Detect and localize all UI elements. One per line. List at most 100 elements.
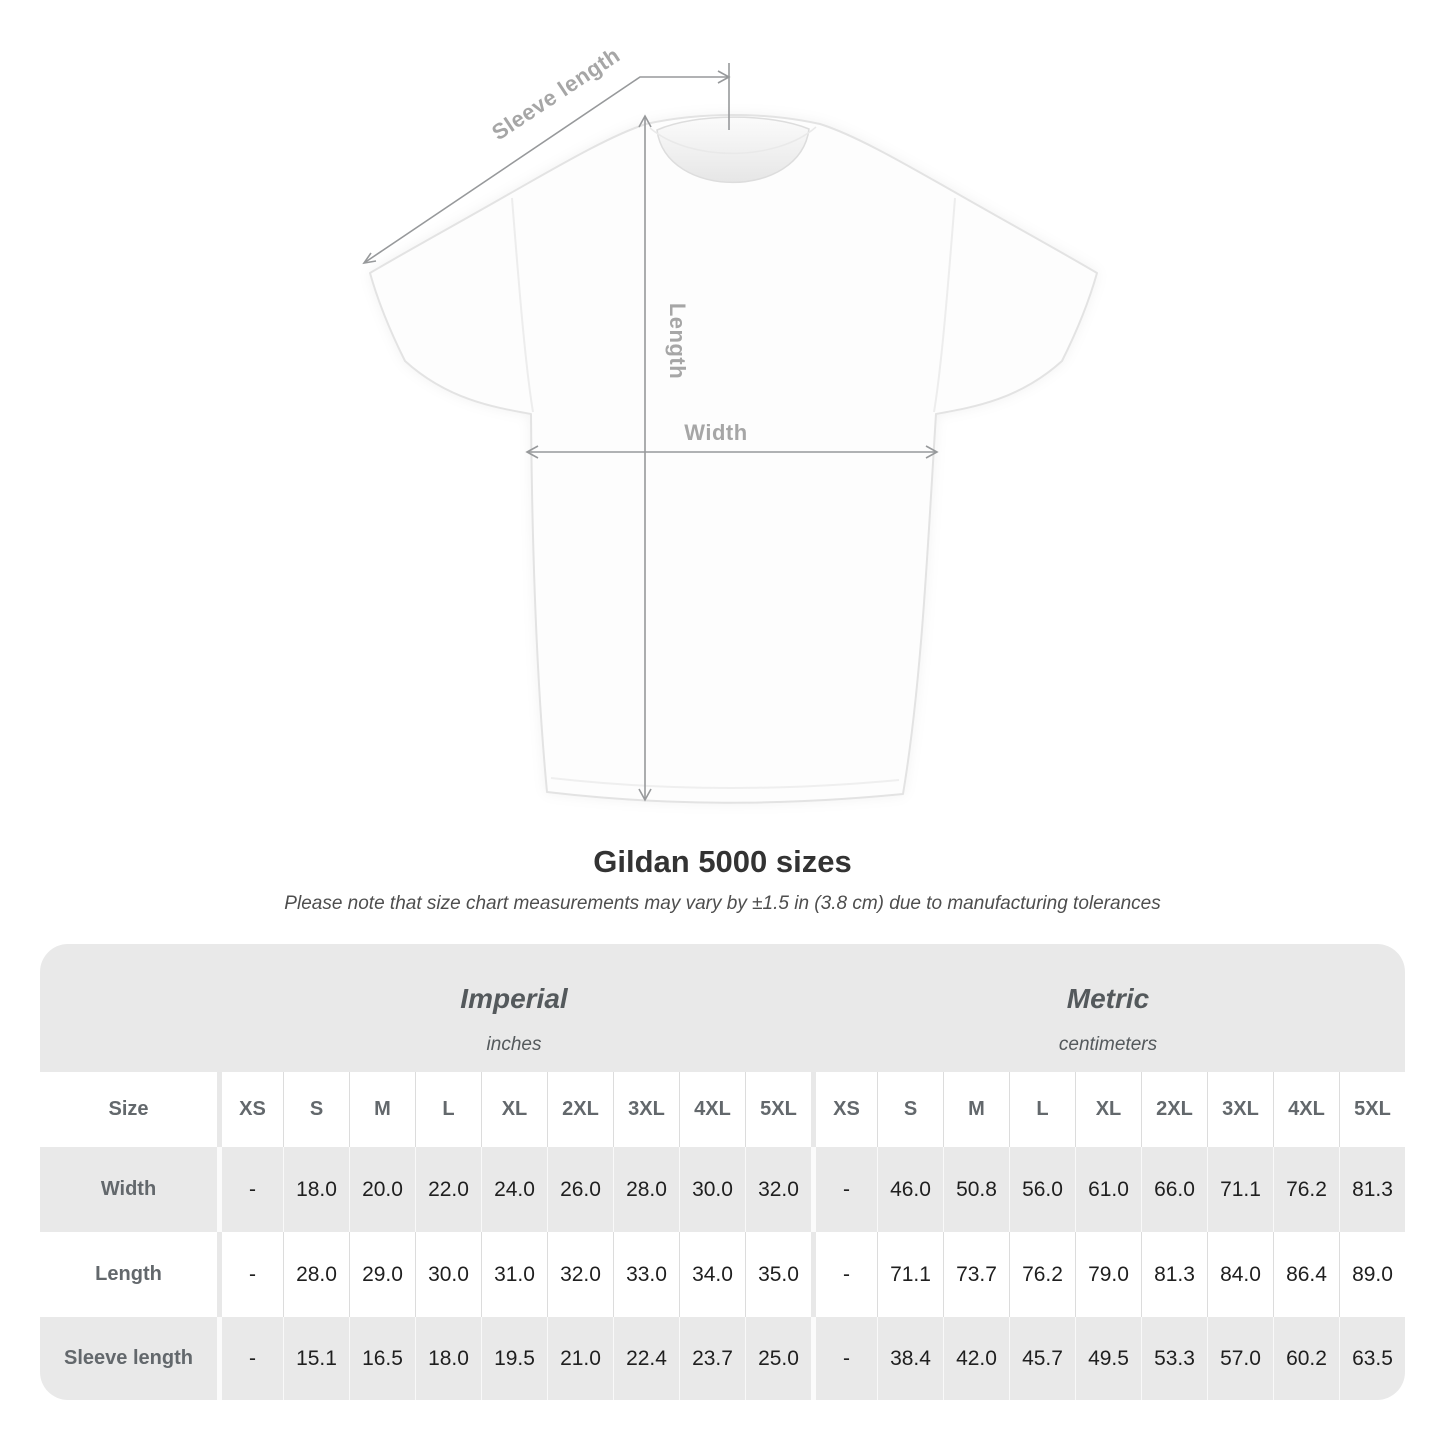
value-cell: 35.0	[745, 1232, 811, 1317]
value-cell: 21.0	[547, 1317, 613, 1400]
value-cell: 30.0	[679, 1147, 745, 1232]
size-header-cell: M	[943, 1072, 1009, 1147]
size-header-cell: XS	[811, 1072, 877, 1147]
metric-title: Metric	[1066, 983, 1150, 1014]
value-cell: 26.0	[547, 1147, 613, 1232]
value-cell: -	[811, 1232, 877, 1317]
value-cell: 19.5	[481, 1317, 547, 1400]
value-cell: 22.4	[613, 1317, 679, 1400]
value-cell: 15.1	[283, 1317, 349, 1400]
size-header-cell: S	[877, 1072, 943, 1147]
value-cell: 24.0	[481, 1147, 547, 1232]
value-cell: 23.7	[679, 1317, 745, 1400]
width-arrow	[525, 445, 939, 459]
imperial-section-header: Imperial inches	[217, 944, 811, 1072]
tshirt-graphic: Sleeve length Length Width	[362, 42, 1098, 804]
size-header-cell: L	[1009, 1072, 1075, 1147]
value-cell: 79.0	[1075, 1232, 1141, 1317]
row-label-width: Width	[100, 1178, 157, 1200]
table-row-length: Length -28.0 29.0 30.0 31.0 32.0 33.0 34.0 35.0…	[40, 1232, 1405, 1317]
size-header-cell: 3XL	[613, 1072, 679, 1147]
value-cell: 86.4	[1273, 1232, 1339, 1317]
value-cell: 38.4	[877, 1317, 943, 1400]
collar	[649, 116, 817, 183]
value-cell: -	[811, 1317, 877, 1400]
value-cell: 32.0	[547, 1232, 613, 1317]
value-cell: 42.0	[943, 1317, 1009, 1400]
tshirt-measurement-diagram: Sleeve length Length Width	[362, 42, 1098, 804]
value-cell: 33.0	[613, 1232, 679, 1317]
size-header-cell: 4XL	[1273, 1072, 1339, 1147]
page-title: Gildan 5000 sizes	[593, 844, 852, 879]
value-cell: 81.3	[1339, 1147, 1405, 1232]
size-header-row: Size XS S M L XL 2XL 3XL 4XL 5XL XS S M L XL 2XL 3XL 4XL…	[40, 1072, 1405, 1147]
row-label-sleeve-length: Sleeve length	[64, 1347, 193, 1369]
size-header-cell: XS	[217, 1072, 283, 1147]
right-sleeve-seam	[933, 197, 956, 413]
value-cell: 71.1	[1207, 1147, 1273, 1232]
size-header-cell: M	[349, 1072, 415, 1147]
size-header-cell: 5XL	[1339, 1072, 1405, 1147]
value-cell: 81.3	[1141, 1232, 1207, 1317]
value-cell: 29.0	[349, 1232, 415, 1317]
imperial-unit: inches	[486, 1034, 542, 1055]
value-cell: 31.0	[481, 1232, 547, 1317]
metric-unit: centimeters	[1058, 1034, 1158, 1055]
value-cell: 20.0	[349, 1147, 415, 1232]
value-cell: 30.0	[415, 1232, 481, 1317]
table-row-width: Width -18.0 20.0 22.0 24.0 26.0 28.0 30.0 32.0-…	[40, 1147, 1405, 1232]
value-cell: 57.0	[1207, 1317, 1273, 1400]
value-cell: 50.8	[943, 1147, 1009, 1232]
size-header-cell: L	[415, 1072, 481, 1147]
width-label: Width	[684, 420, 747, 445]
value-cell: 61.0	[1075, 1147, 1141, 1232]
value-cell: 76.2	[1009, 1232, 1075, 1317]
size-table: Imperial inches Metric centimeters Size …	[40, 944, 1405, 1400]
value-cell: 45.7	[1009, 1317, 1075, 1400]
size-header-cell: 3XL	[1207, 1072, 1273, 1147]
value-cell: 60.2	[1273, 1317, 1339, 1400]
length-arrow	[638, 114, 652, 802]
value-cell: 18.0	[415, 1317, 481, 1400]
value-cell: 76.2	[1273, 1147, 1339, 1232]
value-cell: -	[217, 1232, 283, 1317]
size-header-cell: S	[283, 1072, 349, 1147]
size-header-cell: 5XL	[745, 1072, 811, 1147]
metric-section-header: Metric centimeters	[811, 944, 1405, 1072]
value-cell: 66.0	[1141, 1147, 1207, 1232]
value-cell: 63.5	[1339, 1317, 1405, 1400]
value-cell: 46.0	[877, 1147, 943, 1232]
value-cell: 32.0	[745, 1147, 811, 1232]
sleeve-length-arrow	[362, 63, 731, 265]
sleeve-length-label: Sleeve length	[487, 42, 624, 145]
size-header-cell: 2XL	[1141, 1072, 1207, 1147]
imperial-title: Imperial	[460, 983, 568, 1014]
value-cell: 16.5	[349, 1317, 415, 1400]
table-row-sleeve-length: Sleeve length - 15.1 16.5 18.0 19.5 21.0 22.4 2…	[40, 1317, 1405, 1400]
left-sleeve-seam	[511, 197, 534, 413]
value-cell: 89.0	[1339, 1232, 1405, 1317]
row-label-length: Length	[95, 1263, 162, 1285]
size-column-header: Size	[108, 1098, 149, 1120]
length-label: Length	[665, 303, 690, 379]
value-cell: 18.0	[283, 1147, 349, 1232]
value-cell: 49.5	[1075, 1317, 1141, 1400]
value-cell: 84.0	[1207, 1232, 1273, 1317]
value-cell: 56.0	[1009, 1147, 1075, 1232]
value-cell: 34.0	[679, 1232, 745, 1317]
value-cell: 53.3	[1141, 1317, 1207, 1400]
value-cell: 22.0	[415, 1147, 481, 1232]
value-cell: -	[811, 1147, 877, 1232]
value-cell: 28.0	[283, 1232, 349, 1317]
value-cell: 73.7	[943, 1232, 1009, 1317]
collar-stitch	[649, 126, 817, 155]
unit-band-row: Imperial inches Metric centimeters	[40, 944, 1405, 1072]
value-cell: 71.1	[877, 1232, 943, 1317]
value-cell: -	[217, 1147, 283, 1232]
size-header-cell: 2XL	[547, 1072, 613, 1147]
tolerance-note: Please note that size chart measurements…	[284, 893, 1161, 914]
value-cell: 28.0	[613, 1147, 679, 1232]
tshirt-body	[369, 114, 1098, 804]
size-header-cell: XL	[481, 1072, 547, 1147]
